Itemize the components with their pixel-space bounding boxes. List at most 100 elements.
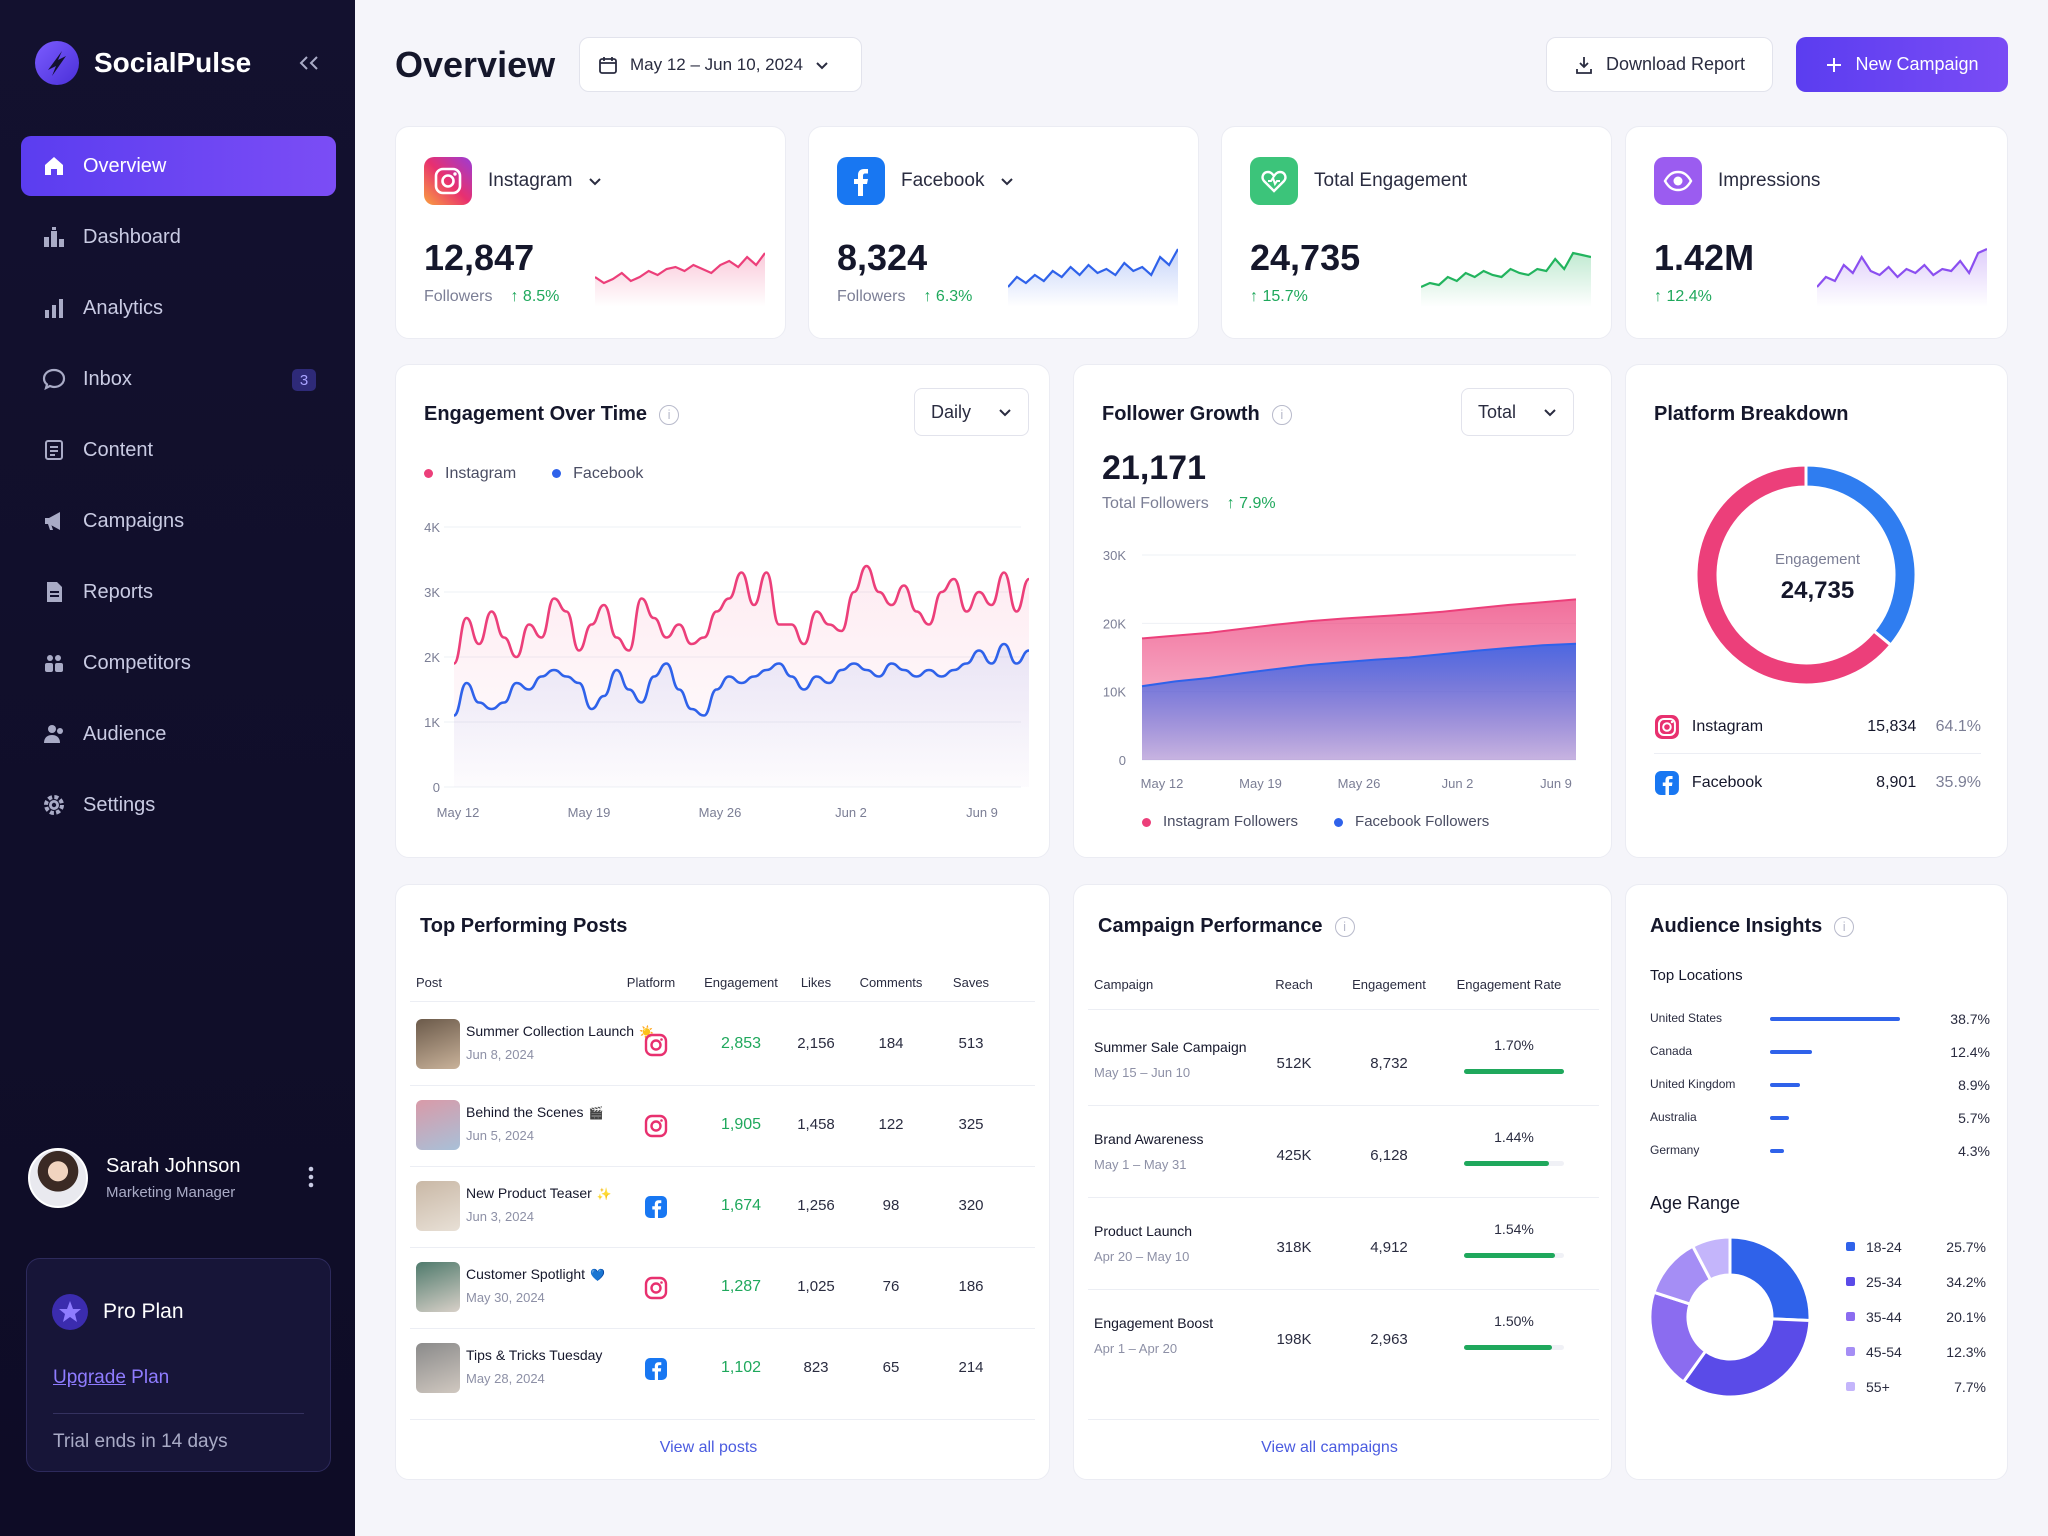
info-icon[interactable]: i [1834,916,1855,937]
table-row[interactable]: Tips & Tricks Tuesday May 28, 2024 1,102 82… [410,1333,1035,1403]
post-saves: 320 [958,1197,984,1214]
chevron-down-icon[interactable] [588,174,602,188]
campaign-rate: 1.44% [1494,1129,1534,1145]
facebook-icon [645,1196,667,1218]
home-icon [41,153,67,179]
post-title-text: Summer Collection Launch [466,1023,635,1039]
date-range-text: May 12 – Jun 10, 2024 [630,54,803,74]
post-date: May 30, 2024 [466,1290,545,1305]
table-row[interactable]: Product Launch Apr 20 – May 10 318K 4,912 1.… [1088,1201,1599,1290]
divider [410,1419,1035,1420]
y-tick-label: 1K [424,715,440,730]
sidebar-item-inbox[interactable]: Inbox 3 [21,349,336,409]
table-row[interactable]: Brand Awareness May 1 – May 31 425K 6,128 1.… [1088,1109,1599,1198]
campaign-rate: 1.50% [1494,1313,1534,1329]
info-icon[interactable]: i [1334,916,1355,937]
age-pct: 25.7% [1946,1239,1986,1255]
y-tick-label: 0 [433,780,440,795]
sidebar-item-settings[interactable]: Settings [21,775,336,835]
age-legend-row: 45-54 12.3% [1846,1342,1986,1362]
sidebar-item-analytics[interactable]: Analytics [21,278,336,338]
column-header: Engagement Rate [1456,977,1562,992]
x-tick-label: Jun 2 [835,805,867,820]
chevron-down-icon[interactable] [1000,174,1014,188]
growth-mode-select[interactable]: Total [1461,388,1574,436]
sidebar-item-audience[interactable]: Audience [21,704,336,764]
campaign-engagement: 4,912 [1370,1239,1408,1256]
heart-icon [1250,157,1298,205]
table-row[interactable]: Engagement Boost Apr 1 – Apr 20 198K 2,963 1… [1088,1293,1599,1379]
divider [410,1001,1035,1002]
people-icon [41,650,67,676]
sparkline-line [595,252,765,285]
period-select[interactable]: Daily [914,388,1029,436]
campaign-reach: 512K [1276,1055,1312,1072]
sidebar-item-competitors[interactable]: Competitors [21,633,336,693]
location-row: Germany 4.3% [1650,1139,1990,1163]
sidebar-item-overview[interactable]: Overview [21,136,336,196]
x-tick-label: May 19 [568,805,611,820]
x-tick-label: May 26 [699,805,742,820]
info-icon[interactable]: i [1271,404,1292,425]
sidebar-item-reports[interactable]: Reports [21,562,336,622]
legend-label: Instagram [445,465,517,482]
campaign-name: Brand Awareness [1094,1131,1204,1147]
new-campaign-button[interactable]: New Campaign [1796,37,2008,92]
y-tick-label: 2K [424,650,440,665]
upgrade-link-rest: Plan [125,1367,170,1388]
stat-change-value: 12.4% [1666,288,1712,305]
info-icon[interactable]: i [659,404,680,425]
age-range: 55+ [1866,1379,1890,1395]
sidebar-item-campaigns[interactable]: Campaigns [21,491,336,551]
table-row[interactable]: Summer Sale Campaign May 15 – Jun 10 512K 8… [1088,1017,1599,1106]
table-row[interactable]: Customer Spotlight 💙 May 30, 2024 1,287 1,02… [410,1252,1035,1329]
y-tick-label: 0 [1119,753,1126,768]
date-range-picker[interactable]: May 12 – Jun 10, 2024 [579,37,862,92]
campaign-reach: 425K [1276,1147,1312,1164]
location-name: United Kingdom [1650,1077,1736,1091]
post-likes: 823 [803,1359,829,1376]
instagram-icon [644,1114,668,1138]
post-engagement: 1,287 [720,1278,762,1295]
view-all-posts-link[interactable]: View all posts [659,1439,758,1456]
post-title: Summer Collection Launch ☀️ [466,1023,654,1039]
table-row[interactable]: New Product Teaser ✨ Jun 3, 2024 1,674 1,256… [410,1171,1035,1248]
breakdown-pct: 64.1% [1935,718,1982,735]
campaign-rate: 1.70% [1494,1037,1534,1053]
view-all-campaigns-link[interactable]: View all campaigns [1261,1439,1398,1456]
x-tick-label: May 12 [1141,776,1184,791]
post-title: New Product Teaser ✨ [466,1185,612,1201]
post-thumbnail [416,1262,460,1312]
age-pct: 7.7% [1954,1379,1986,1395]
avatar [28,1148,88,1208]
table-row[interactable]: Behind the Scenes 🎬 Jun 5, 2024 1,905 1,458 1… [410,1090,1035,1167]
user-profile[interactable]: Sarah Johnson Marketing Manager [28,1146,328,1210]
divider [1088,1419,1599,1420]
sidebar-item-dashboard[interactable]: Dashboard [21,207,336,267]
series-area [454,644,1029,787]
table-row[interactable]: Summer Collection Launch ☀️ Jun 8, 2024 2,8… [410,1009,1035,1086]
instagram-slice [1694,463,1893,687]
eye-icon [1654,157,1702,205]
stat-value: 1.42M [1654,237,1755,278]
sidebar-item-label: Settings [83,793,156,816]
more-options-icon[interactable] [306,1164,316,1190]
collapse-sidebar-icon[interactable] [296,50,322,76]
upgrade-plan-link[interactable]: Upgrade Plan [53,1367,169,1389]
divider [1088,1289,1599,1290]
divider [410,1085,1035,1086]
stat-sub: Followers [837,288,906,305]
stat-change: ↑ 12.4% [1654,288,1712,305]
post-comments: 76 [882,1278,900,1295]
sidebar-item-content[interactable]: Content [21,420,336,480]
post-comments: 65 [882,1359,900,1376]
age-swatch [1846,1347,1855,1356]
age-legend-row: 25-34 34.2% [1846,1272,1986,1292]
plan-card: Pro Plan Upgrade Plan Trial ends in 14 d… [26,1258,331,1472]
download-report-button[interactable]: Download Report [1546,37,1773,92]
gear-icon [41,792,67,818]
brand[interactable]: SocialPulse [34,40,251,86]
stat-change: ↑ 6.3% [923,288,973,305]
post-thumbnail [416,1100,460,1150]
card-title: Campaign Performance [1098,915,1323,937]
